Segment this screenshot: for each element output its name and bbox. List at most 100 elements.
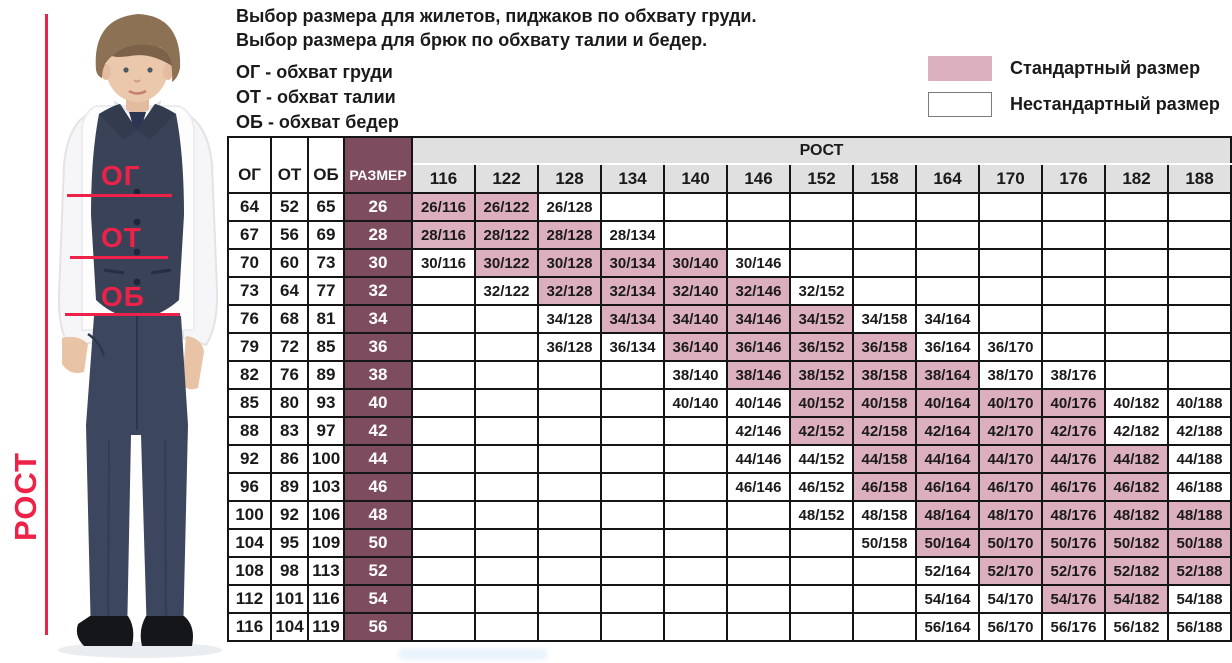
cell-empty: [726, 612, 791, 642]
cell-empty: [663, 416, 728, 446]
waist-measure-line: [70, 256, 168, 259]
col-header-height-176: 176: [1041, 163, 1106, 194]
cell-size-height: 56/182: [1104, 612, 1169, 642]
cell-empty: [600, 500, 665, 530]
cell-size-height: 42/152: [789, 416, 854, 446]
cell-og: 76: [227, 304, 272, 334]
cell-size-height: 34/164: [915, 304, 980, 334]
cell-size-height: 54/188: [1167, 584, 1232, 614]
cell-size-height: 52/188: [1167, 556, 1232, 586]
cell-size-height: 30/140: [663, 248, 728, 278]
cell-size-height: 34/134: [600, 304, 665, 334]
table-row-size-40: 85 80 93 40 40/140 40/146 40/152 40/158 40/164 40…: [227, 388, 1232, 418]
legend-item-nonstandard: Нестандартный размер: [928, 92, 1220, 117]
cell-ob: 65: [307, 192, 345, 222]
table-row-size-34: 76 68 81 34 34/128 34/134 34/140 34/146 34/152 34…: [227, 304, 1232, 334]
table-row-size-42: 88 83 97 42 42/146 42/152 42/158 42/164 42/170 42…: [227, 416, 1232, 446]
cell-og: 85: [227, 388, 272, 418]
table-row-size-44: 92 86 100 44 44/146 44/152 44/158 44/164 44/170 4…: [227, 444, 1232, 474]
cell-empty: [978, 304, 1043, 334]
definition-ot: ОТ - обхват талии: [236, 87, 396, 107]
cell-empty: [726, 192, 791, 222]
cell-empty: [537, 556, 602, 586]
cell-ot: 86: [270, 444, 309, 474]
cell-empty: [852, 220, 917, 250]
cell-size-height: 56/176: [1041, 612, 1106, 642]
cell-empty: [1167, 192, 1232, 222]
cell-size-height: 42/182: [1104, 416, 1169, 446]
cell-size-height: 44/164: [915, 444, 980, 474]
cell-empty: [411, 500, 476, 530]
cell-empty: [1041, 276, 1106, 306]
cell-ob: 77: [307, 276, 345, 306]
cell-empty: [537, 444, 602, 474]
hip-measure-line: [65, 313, 180, 316]
cell-empty: [600, 556, 665, 586]
cell-empty: [537, 360, 602, 390]
cell-empty: [852, 248, 917, 278]
col-header-height-116: 116: [411, 163, 476, 194]
cell-size-height: 36/146: [726, 332, 791, 362]
cell-size-height: 34/140: [663, 304, 728, 334]
cell-size-height: 42/176: [1041, 416, 1106, 446]
cell-ot: 56: [270, 220, 309, 250]
cell-empty: [411, 332, 476, 362]
cell-size-height: 30/128: [537, 248, 602, 278]
cell-size-height: 30/116: [411, 248, 476, 278]
cell-size-height: 48/158: [852, 500, 917, 530]
cell-ot: 68: [270, 304, 309, 334]
col-header-height-146: 146: [726, 163, 791, 194]
cell-ot: 95: [270, 528, 309, 558]
cell-empty: [600, 444, 665, 474]
cell-size-height: 42/188: [1167, 416, 1232, 446]
cell-size-height: 28/122: [474, 220, 539, 250]
cell-size-height: 32/152: [789, 276, 854, 306]
cell-og: 82: [227, 360, 272, 390]
cell-empty: [915, 248, 980, 278]
waist-label: ОТ: [101, 222, 142, 253]
definition-og: ОГ - обхват груди: [236, 62, 393, 82]
cell-empty: [915, 276, 980, 306]
cell-size: 38: [343, 360, 413, 390]
cell-og: 100: [227, 500, 272, 530]
cell-empty: [663, 472, 728, 502]
cell-ob: 100: [307, 444, 345, 474]
cell-empty: [915, 220, 980, 250]
cell-size-height: 32/128: [537, 276, 602, 306]
cell-size-height: 36/140: [663, 332, 728, 362]
cell-empty: [852, 556, 917, 586]
cell-empty: [726, 220, 791, 250]
cell-empty: [411, 528, 476, 558]
cell-size-height: 54/182: [1104, 584, 1169, 614]
cell-empty: [537, 612, 602, 642]
legend: Стандартный размер Нестандартный размер: [928, 56, 1220, 128]
cell-empty: [789, 192, 854, 222]
cell-size-height: 38/152: [789, 360, 854, 390]
cell-empty: [474, 528, 539, 558]
cell-ot: 64: [270, 276, 309, 306]
height-measure-line: [45, 14, 48, 635]
cell-empty: [474, 332, 539, 362]
cell-size-height: 30/146: [726, 248, 791, 278]
cell-empty: [663, 528, 728, 558]
col-header-height-152: 152: [789, 163, 854, 194]
cell-size-height: 40/164: [915, 388, 980, 418]
col-header-height-122: 122: [474, 163, 539, 194]
table-row-size-50: 104 95 109 50 50/158 50/164 50/170 50/176 50/182…: [227, 528, 1232, 558]
cell-size-height: 28/134: [600, 220, 665, 250]
cell-empty: [537, 416, 602, 446]
cell-ot: 72: [270, 332, 309, 362]
cell-ob: 81: [307, 304, 345, 334]
cell-ot: 98: [270, 556, 309, 586]
cell-size-height: 52/164: [915, 556, 980, 586]
cell-size-height: 40/158: [852, 388, 917, 418]
cell-empty: [789, 556, 854, 586]
cell-ob: 103: [307, 472, 345, 502]
cell-empty: [1041, 220, 1106, 250]
cell-og: 96: [227, 472, 272, 502]
cell-size-height: 46/158: [852, 472, 917, 502]
cell-size-height: 36/158: [852, 332, 917, 362]
cell-og: 67: [227, 220, 272, 250]
size-table: ОГ ОТ ОБ РАЗМЕР РОСТ 116 122 128 134 140 146 152 158…: [227, 136, 1232, 642]
table-header-row: ОГ ОТ ОБ РАЗМЕР РОСТ: [227, 136, 1232, 194]
